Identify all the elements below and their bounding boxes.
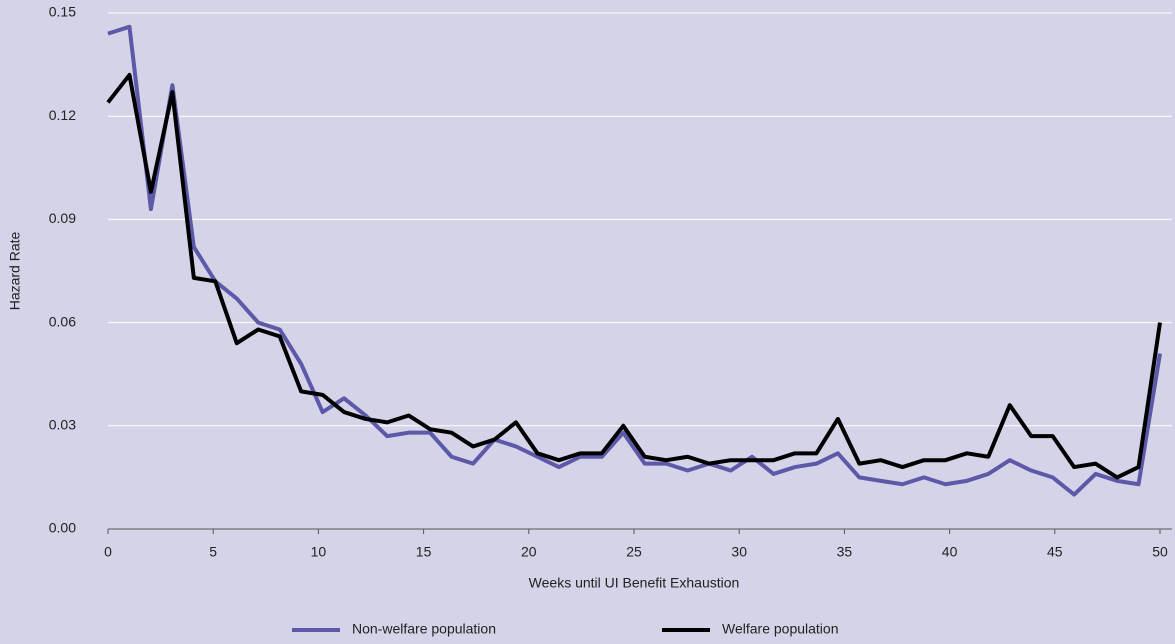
x-tick-label: 5 (209, 544, 217, 560)
y-tick-label: 0.12 (49, 107, 76, 123)
y-tick-label: 0.00 (49, 520, 76, 536)
x-tick-label: 25 (626, 544, 642, 560)
x-tick-label: 10 (311, 544, 327, 560)
x-tick-label: 20 (521, 544, 537, 560)
y-tick-label: 0.06 (49, 313, 76, 329)
legend-label: Non-welfare population (352, 621, 496, 637)
x-tick-label: 15 (416, 544, 432, 560)
y-tick-label: 0.15 (49, 4, 76, 20)
x-tick-label: 40 (942, 544, 958, 560)
y-tick-label: 0.03 (49, 417, 76, 433)
x-axis-label: Weeks until UI Benefit Exhaustion (529, 575, 740, 591)
y-axis-label: Hazard Rate (7, 231, 23, 310)
y-tick-label: 0.09 (49, 210, 76, 226)
x-tick-label: 30 (731, 544, 747, 560)
x-tick-label: 45 (1047, 544, 1063, 560)
x-tick-label: 35 (837, 544, 853, 560)
series-line (106, 72, 1162, 480)
legend-label: Welfare population (722, 621, 838, 637)
x-tick-label: 0 (104, 544, 112, 560)
x-tick-label: 50 (1152, 544, 1168, 560)
series-line (107, 24, 1162, 497)
